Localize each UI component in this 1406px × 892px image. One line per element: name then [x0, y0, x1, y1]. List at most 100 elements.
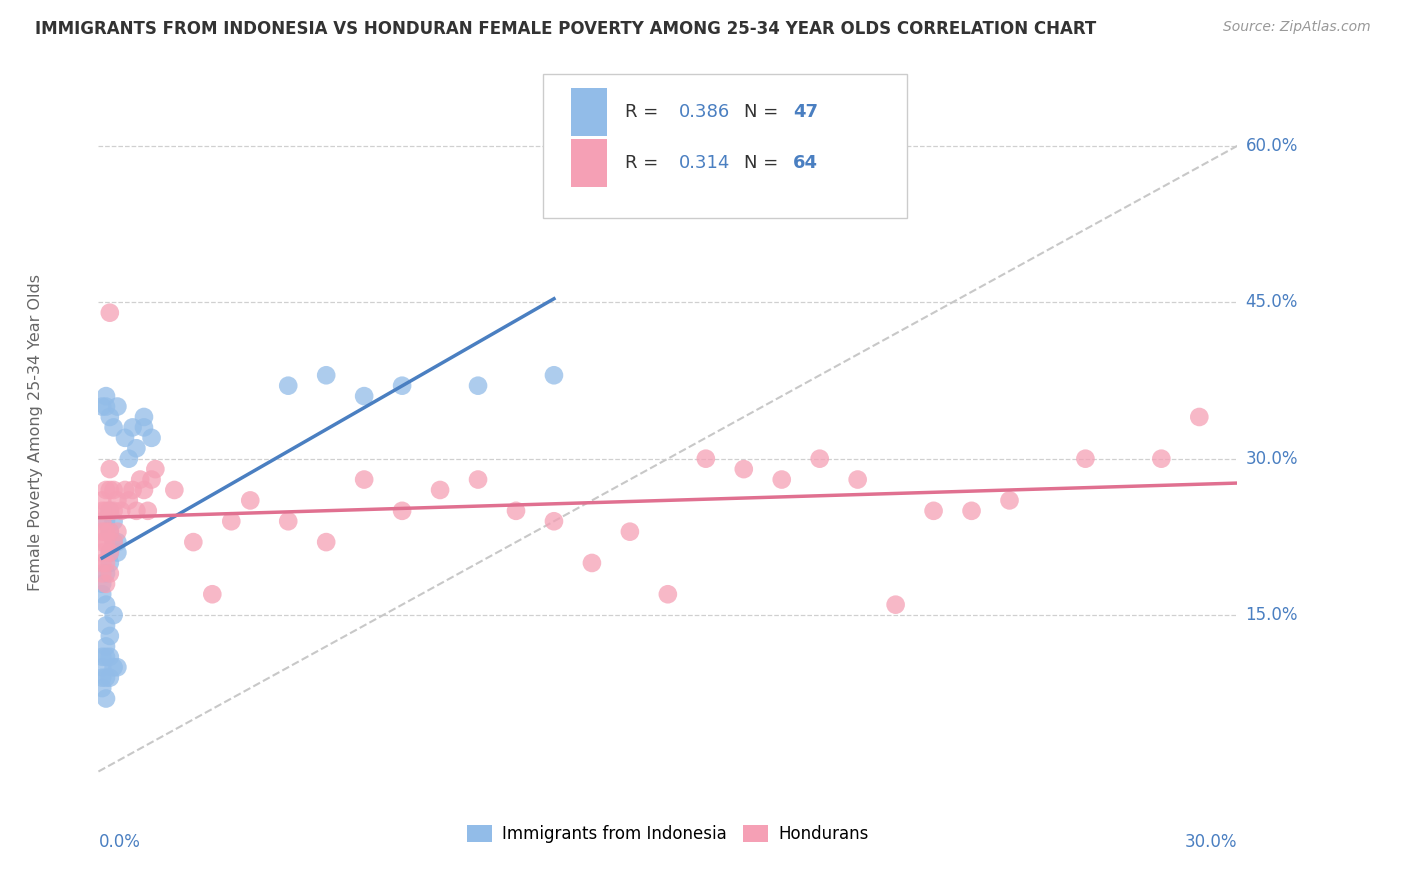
- Point: [94, 577, 117, 591]
- Point: [922, 504, 945, 518]
- Point: [98, 504, 121, 518]
- Point: [91, 566, 114, 581]
- Point: [94, 483, 117, 497]
- Point: [163, 483, 186, 497]
- Point: [94, 618, 117, 632]
- Point: [98, 671, 121, 685]
- Point: [353, 473, 375, 487]
- Point: [91, 556, 114, 570]
- Point: [1188, 409, 1211, 424]
- Point: [91, 514, 114, 528]
- Point: [121, 420, 143, 434]
- Point: [91, 493, 114, 508]
- Point: [808, 451, 831, 466]
- Point: [94, 514, 117, 528]
- Text: Source: ZipAtlas.com: Source: ZipAtlas.com: [1223, 20, 1371, 34]
- Point: [315, 368, 337, 383]
- Point: [94, 671, 117, 685]
- Point: [543, 368, 565, 383]
- Point: [145, 462, 167, 476]
- Text: 60.0%: 60.0%: [1246, 136, 1298, 155]
- Point: [94, 556, 117, 570]
- Point: [98, 649, 121, 664]
- Point: [98, 524, 121, 539]
- Text: R =: R =: [624, 103, 664, 121]
- FancyBboxPatch shape: [571, 88, 607, 136]
- Point: [1150, 451, 1173, 466]
- Point: [391, 504, 413, 518]
- Point: [132, 483, 155, 497]
- Point: [107, 535, 129, 549]
- Text: 15.0%: 15.0%: [1246, 606, 1298, 624]
- FancyBboxPatch shape: [571, 138, 607, 186]
- Point: [619, 524, 641, 539]
- Point: [141, 431, 163, 445]
- Point: [136, 504, 159, 518]
- Point: [467, 378, 489, 392]
- Point: [221, 514, 243, 528]
- Point: [505, 504, 527, 518]
- Text: N =: N =: [744, 153, 785, 172]
- Point: [91, 504, 114, 518]
- Point: [695, 451, 717, 466]
- Point: [91, 400, 114, 414]
- Point: [98, 409, 121, 424]
- Point: [98, 556, 121, 570]
- Point: [125, 442, 148, 456]
- Point: [183, 535, 205, 549]
- Point: [141, 473, 163, 487]
- Text: 30.0%: 30.0%: [1185, 833, 1237, 851]
- Text: IMMIGRANTS FROM INDONESIA VS HONDURAN FEMALE POVERTY AMONG 25-34 YEAR OLDS CORRE: IMMIGRANTS FROM INDONESIA VS HONDURAN FE…: [35, 20, 1097, 37]
- Point: [467, 473, 489, 487]
- Text: 45.0%: 45.0%: [1246, 293, 1298, 311]
- Point: [91, 524, 114, 539]
- Point: [98, 462, 121, 476]
- Point: [94, 649, 117, 664]
- Point: [998, 493, 1021, 508]
- Point: [733, 462, 755, 476]
- Point: [277, 378, 299, 392]
- Point: [1074, 451, 1097, 466]
- Point: [103, 608, 125, 623]
- Point: [94, 640, 117, 654]
- Point: [770, 473, 793, 487]
- Point: [125, 504, 148, 518]
- Point: [94, 389, 117, 403]
- Text: 30.0%: 30.0%: [1246, 450, 1298, 467]
- Point: [107, 660, 129, 674]
- Text: 0.0%: 0.0%: [98, 833, 141, 851]
- Point: [581, 556, 603, 570]
- Point: [103, 514, 125, 528]
- Point: [103, 535, 125, 549]
- Point: [657, 587, 679, 601]
- Point: [98, 306, 121, 320]
- Point: [91, 660, 114, 674]
- Point: [118, 451, 141, 466]
- Point: [960, 504, 983, 518]
- Point: [277, 514, 299, 528]
- Point: [91, 577, 114, 591]
- Legend: Immigrants from Indonesia, Hondurans: Immigrants from Indonesia, Hondurans: [460, 819, 876, 850]
- Point: [118, 493, 141, 508]
- Text: Female Poverty Among 25-34 Year Olds: Female Poverty Among 25-34 Year Olds: [28, 274, 44, 591]
- Point: [315, 535, 337, 549]
- Point: [121, 483, 143, 497]
- Point: [98, 504, 121, 518]
- Point: [114, 483, 136, 497]
- Point: [98, 483, 121, 497]
- Point: [98, 524, 121, 539]
- Text: R =: R =: [624, 153, 664, 172]
- Point: [98, 545, 121, 559]
- Point: [91, 671, 114, 685]
- Point: [98, 566, 121, 581]
- Point: [107, 400, 129, 414]
- Point: [103, 504, 125, 518]
- Point: [114, 431, 136, 445]
- Point: [107, 493, 129, 508]
- Point: [103, 660, 125, 674]
- Point: [103, 483, 125, 497]
- Point: [110, 504, 132, 518]
- Point: [884, 598, 907, 612]
- Text: 64: 64: [793, 153, 818, 172]
- Point: [94, 598, 117, 612]
